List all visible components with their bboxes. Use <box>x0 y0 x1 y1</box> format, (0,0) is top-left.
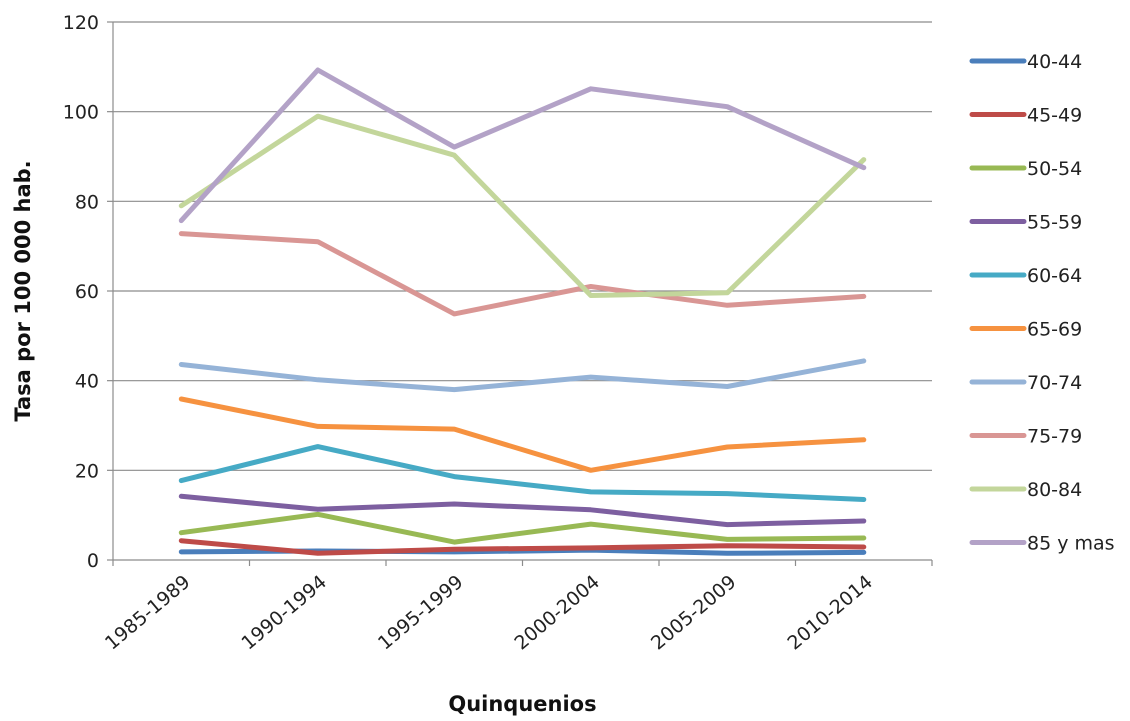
y-tick-label: 20 <box>75 460 99 482</box>
x-tick-label: 2005-2009 <box>647 571 740 654</box>
x-axis: 1985-1989 1990-1994 1995-1999 2000-2004 2005… <box>101 560 933 654</box>
x-tick-label: 1995-1999 <box>374 571 467 654</box>
series-line-75-79 <box>178 231 867 317</box>
series-line-70-74 <box>178 358 867 393</box>
legend-label: 65-69 <box>1027 319 1082 341</box>
y-tick-label: 120 <box>63 12 99 34</box>
y-tick-label: 80 <box>75 191 99 213</box>
y-tick-label: 60 <box>75 281 99 303</box>
x-tick-label: 2010-2014 <box>783 571 876 654</box>
series-line-65-69 <box>178 396 867 473</box>
legend-label: 40-44 <box>1027 51 1082 73</box>
series-line-55-59 <box>178 493 867 528</box>
gridlines <box>113 21 932 561</box>
x-tick-label: 1985-1989 <box>101 571 194 654</box>
legend-label: 50-54 <box>1027 158 1082 180</box>
y-tick-label: 40 <box>75 371 99 393</box>
legend-label: 60-64 <box>1027 265 1082 287</box>
y-tick-label: 0 <box>87 550 99 572</box>
legend: 40-44 45-49 50-54 55-59 60-64 65-69 70-74 75-79… <box>969 51 1115 555</box>
legend-label: 85 y mas <box>1027 533 1115 555</box>
series-line-85-y-mas <box>178 67 867 224</box>
legend-label: 45-49 <box>1027 105 1082 127</box>
legend-label: 55-59 <box>1027 212 1082 234</box>
series-line-80-84 <box>178 113 867 298</box>
x-axis-title: Quinquenios <box>448 692 596 716</box>
x-tick-label: 2000-2004 <box>510 571 603 654</box>
series-lines <box>178 67 867 556</box>
legend-label: 70-74 <box>1027 372 1082 394</box>
y-axis-title: Tasa por 100 000 hab. <box>11 160 35 421</box>
series-line-50-54 <box>178 511 867 545</box>
series-line-60-64 <box>178 444 867 502</box>
y-axis: 0 20 40 60 80 100 120 <box>63 12 114 572</box>
y-tick-label: 100 <box>63 102 99 124</box>
x-tick-label: 1990-1994 <box>237 571 330 654</box>
legend-label: 75-79 <box>1027 426 1082 448</box>
legend-label: 80-84 <box>1027 479 1082 501</box>
series-line-45-49 <box>178 538 867 556</box>
